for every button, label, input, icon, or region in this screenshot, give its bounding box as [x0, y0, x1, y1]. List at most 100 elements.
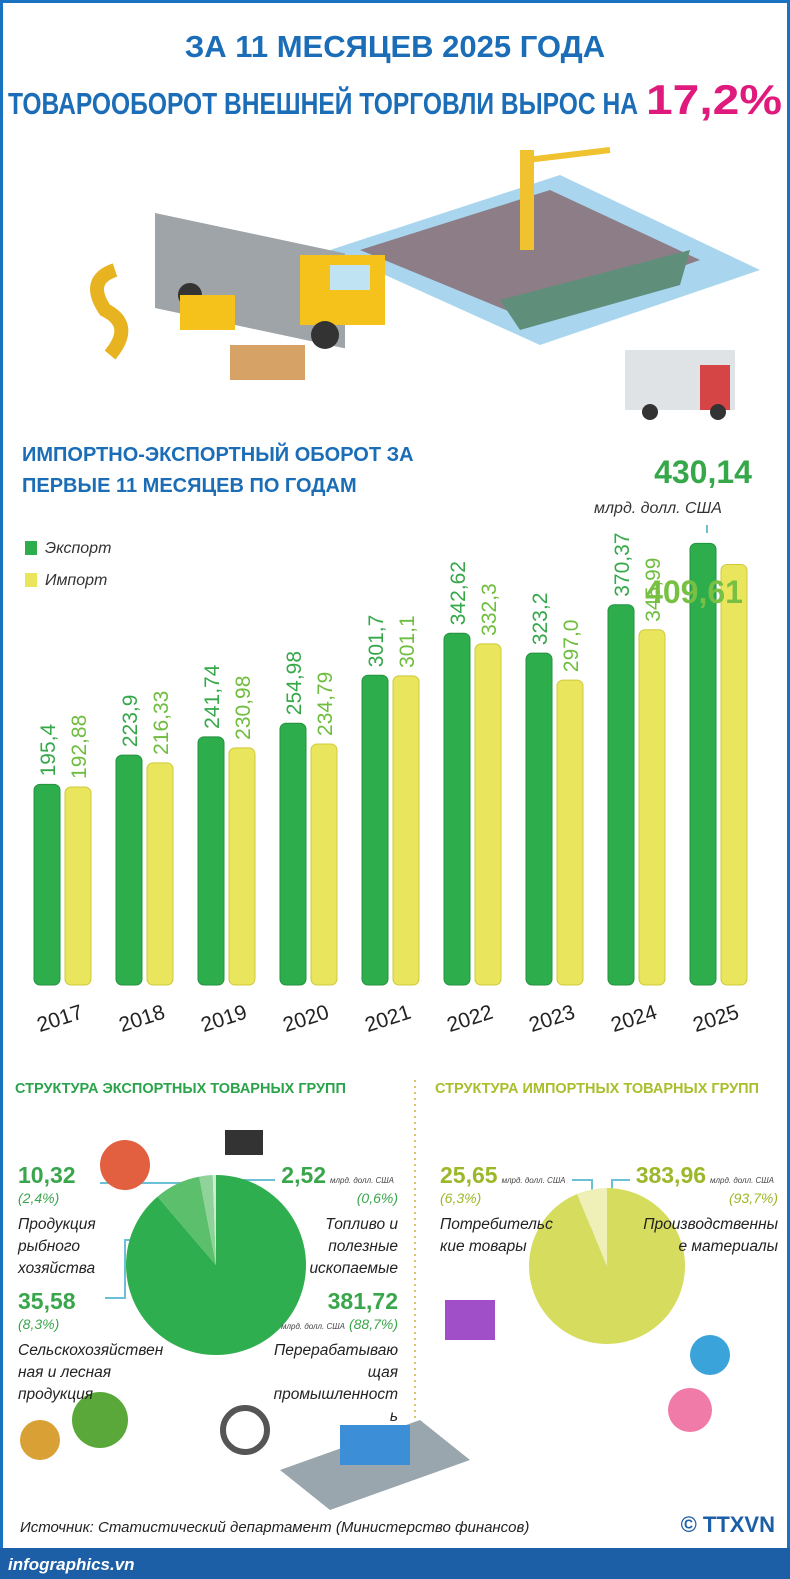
bar — [115, 754, 143, 986]
bar — [361, 674, 389, 986]
slice-name: Перерабатывающая промышленность — [273, 1342, 398, 1425]
slice-name: Потребительские товары — [440, 1216, 553, 1255]
bar — [392, 675, 420, 986]
slice-name: Продукция рыбного хозяйства — [18, 1216, 96, 1277]
percent-line: (2,4%) — [18, 1190, 218, 1208]
pie-slice — [126, 1175, 307, 1355]
slice-value: 25,65 — [440, 1162, 498, 1188]
title-line-1: ЗА 11 МЕСЯЦЕВ 2025 ГОДА — [185, 29, 605, 64]
bar — [525, 652, 553, 986]
value-label: 230,98 — [232, 676, 255, 740]
value-label: 192,88 — [68, 715, 91, 779]
bar — [607, 604, 635, 986]
x-tick-label: 2020 — [280, 1001, 332, 1037]
x-tick-label: 2023 — [526, 1001, 578, 1037]
value-line: 35,58 — [18, 1288, 218, 1315]
x-tick-label: 2025 — [690, 1001, 742, 1037]
value-line: 25,65 млрд. долл. США — [440, 1162, 640, 1189]
value-label: 342,62 — [447, 561, 470, 625]
x-tick-label: 2022 — [444, 1001, 496, 1037]
bar — [689, 542, 717, 986]
x-tick-label: 2018 — [116, 1001, 168, 1037]
value-label: 195,4 — [37, 724, 60, 777]
slice-label: 10,32 (2,4%) Продукция рыбного хозяйства — [18, 1162, 218, 1280]
slice-value: 383,96 — [635, 1162, 707, 1188]
slice-unit: млрд. долл. США — [281, 1322, 345, 1331]
bar — [228, 747, 256, 986]
pie-slice — [199, 1175, 216, 1265]
value-label: 223,9 — [119, 695, 142, 748]
slice-percent: (0,6%) — [356, 1190, 398, 1206]
bar — [146, 762, 174, 986]
value-line: 2,52 млрд. долл. США — [198, 1162, 398, 1189]
source: Источник: Статистический департамент (Ми… — [20, 1519, 529, 1536]
site: infographics.vn — [8, 1555, 135, 1574]
slice-value: 10,32 — [18, 1162, 76, 1188]
percent-line: (8,3%) — [18, 1316, 218, 1334]
value-label: 409,61 — [645, 574, 743, 610]
value-line: 383,96 млрд. долл. США — [578, 1162, 778, 1189]
bar — [638, 629, 666, 986]
chart-title: ИМПОРТНО-ЭКСПОРТНЫЙ ОБОРОТ ЗА ПЕРВЫЕ 11 … — [22, 444, 414, 497]
slice-name: Сельскохозяйственная и лесная продукция — [18, 1342, 164, 1403]
value-line: 10,32 — [18, 1162, 218, 1189]
percent-line: млрд. долл. США (88,7%) — [198, 1316, 398, 1334]
percent-line: (93,7%) — [578, 1190, 778, 1208]
value-label: 332,3 — [478, 583, 501, 636]
legend-swatch — [25, 573, 37, 587]
value-label: 297,0 — [560, 620, 583, 673]
bar — [64, 786, 92, 986]
slice-unit: млрд. долл. США — [501, 1176, 566, 1185]
slice-percent: (88,7%) — [348, 1316, 398, 1332]
percent-line: (0,6%) — [198, 1190, 398, 1208]
value-label: 301,7 — [365, 615, 388, 668]
value-label: 254,98 — [283, 651, 306, 715]
slice-label: 383,96 млрд. долл. США (93,7%) Производстве… — [578, 1162, 778, 1258]
copyright: © TTXVN — [681, 1512, 775, 1537]
bar — [556, 679, 584, 986]
slice-unit: млрд. долл. США — [710, 1176, 774, 1185]
value-label: 216,33 — [150, 691, 173, 755]
bar — [474, 643, 502, 986]
title-highlight: 17,2% — [646, 76, 782, 123]
bar — [310, 743, 338, 986]
pie-title: СТРУКТУРА ИМПОРТНЫХ ТОВАРНЫХ ГРУПП — [435, 1081, 759, 1097]
value-label: 430,14 — [654, 454, 752, 490]
slice-name: Топливо и полезные ископаемые — [309, 1216, 398, 1277]
slice-percent: (2,4%) — [18, 1190, 60, 1206]
unit-label: млрд. долл. США — [594, 500, 722, 517]
title-text: ТОВАРООБОРОТ ВНЕШНЕЙ ТОРГОВЛИ ВЫРОС НА — [8, 85, 638, 121]
x-tick-label: 2017 — [34, 1001, 86, 1037]
bar — [720, 563, 748, 986]
pie-slice — [157, 1176, 216, 1265]
bar — [33, 783, 61, 986]
value-label: 234,79 — [314, 672, 337, 736]
value-label: 370,37 — [611, 533, 634, 597]
bar — [279, 722, 307, 986]
illustration — [90, 147, 760, 420]
x-tick-label: 2021 — [362, 1001, 414, 1037]
title-line-2: ТОВАРООБОРОТ ВНЕШНЕЙ ТОРГОВЛИ ВЫРОС НА17… — [8, 76, 782, 123]
pie-title: СТРУКТУРА ЭКСПОРТНЫХ ТОВАРНЫХ ГРУПП — [15, 1081, 346, 1097]
slice-unit: млрд. долл. США — [330, 1176, 394, 1185]
pie-slice — [529, 1188, 686, 1344]
slice-value: 35,58 — [18, 1288, 76, 1314]
value-label: 241,74 — [201, 664, 224, 729]
legend-label: Импорт — [45, 572, 107, 589]
pie-slice — [577, 1188, 607, 1266]
slice-label: 381,72 млрд. долл. США (88,7%) Перерабатыва… — [198, 1288, 398, 1428]
legend-swatch — [25, 541, 37, 555]
slice-name: Производственные материалы — [643, 1216, 778, 1255]
slice-percent: (8,3%) — [18, 1316, 60, 1332]
slice-percent: (93,7%) — [728, 1190, 778, 1206]
pie-slice — [212, 1175, 216, 1265]
slice-label: 35,58 (8,3%) Сельскохозяйственная и лесная… — [18, 1288, 218, 1406]
legend-label: Экспорт — [45, 540, 111, 557]
machinery-illustration — [20, 1130, 730, 1510]
bar — [197, 736, 225, 986]
bar — [443, 632, 471, 986]
value-label: 301,1 — [396, 615, 419, 668]
slice-label: 2,52 млрд. долл. США (0,6%) Топливо и полез… — [198, 1162, 398, 1280]
